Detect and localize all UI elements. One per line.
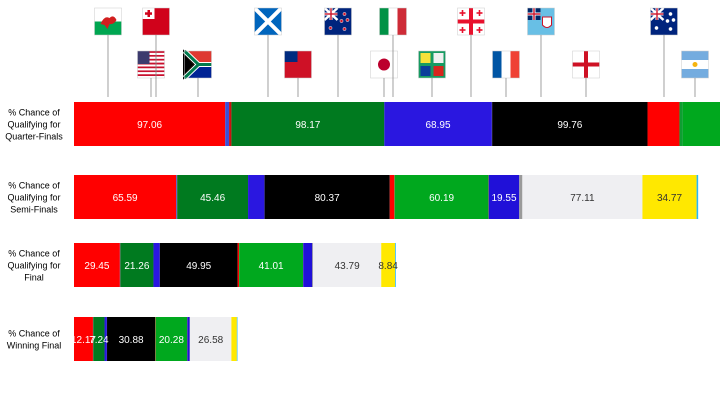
georgia-flag-icon bbox=[458, 8, 485, 35]
samoa-flag-icon bbox=[285, 51, 312, 78]
japan-flag-icon bbox=[371, 51, 398, 78]
bar-scotland-row-2 bbox=[248, 175, 264, 219]
usa-flag-icon bbox=[138, 51, 165, 78]
data-label-south-africa-row-1: 98.17 bbox=[295, 120, 320, 131]
row-label-line: % Chance of bbox=[8, 249, 60, 259]
ireland-flag-icon bbox=[419, 51, 446, 78]
data-label-wales-row-2: 65.59 bbox=[113, 193, 138, 204]
wales-flag-icon bbox=[95, 8, 122, 35]
data-label-england-row-4: 26.58 bbox=[198, 335, 223, 346]
bar-usa-row-1 bbox=[225, 102, 229, 146]
bar-france-row-4 bbox=[187, 317, 189, 361]
data-label-wales-row-3: 29.45 bbox=[84, 261, 109, 272]
row-label-1: % Chance of Qualifying for Quarter-Finals bbox=[5, 108, 63, 142]
data-label-south-africa-row-2: 45.46 bbox=[200, 193, 225, 204]
bar-argentina-row-4 bbox=[237, 317, 238, 361]
argentina-flag-icon bbox=[682, 51, 709, 78]
bar-rows: 97.0698.1768.9599.7698.6080.8099.6287.10… bbox=[71, 102, 720, 361]
bar-row-3: 29.45 21.26 49.95 41.01 43.79 8.84 bbox=[74, 243, 398, 287]
data-label-new-zealand-row-3: 49.95 bbox=[186, 261, 211, 272]
row-label-line: Final bbox=[24, 273, 44, 283]
row-label-line: Qualifying for bbox=[7, 120, 60, 130]
data-label-ireland-row-4: 20.28 bbox=[159, 335, 184, 346]
bar-fiji-row-2 bbox=[519, 175, 522, 219]
england-flag-icon bbox=[573, 51, 600, 78]
row-label-line: % Chance of bbox=[8, 108, 60, 118]
data-label-ireland-row-3: 41.01 bbox=[259, 261, 284, 272]
row-label-4: % Chance of Winning Final bbox=[7, 329, 62, 351]
data-label-new-zealand-row-4: 30.88 bbox=[119, 335, 144, 346]
data-label-new-zealand-row-1: 99.76 bbox=[557, 120, 582, 131]
row-label-line: Semi-Finals bbox=[10, 205, 58, 215]
tonga-flag-icon bbox=[143, 8, 170, 35]
data-label-england-row-3: 43.79 bbox=[335, 261, 360, 272]
row-label-line: Qualifying for bbox=[7, 193, 60, 203]
bar-fiji-row-3 bbox=[312, 243, 313, 287]
row-label-3: % Chance of Qualifying for Final bbox=[7, 249, 60, 283]
data-label-england-row-2: 77.11 bbox=[570, 193, 595, 204]
bar-tonga-row-1 bbox=[229, 102, 231, 146]
data-label-scotland-row-1: 68.95 bbox=[425, 120, 450, 131]
france-flag-icon bbox=[493, 51, 520, 78]
new-zealand-flag-icon bbox=[325, 8, 352, 35]
data-label-wales-row-1: 97.06 bbox=[137, 120, 162, 131]
bar-japan-row-2 bbox=[390, 175, 395, 219]
row-label-line: Qualifying for bbox=[7, 261, 60, 271]
south-africa-flag-icon bbox=[185, 51, 212, 78]
fiji-flag-icon bbox=[528, 8, 555, 35]
data-label-south-africa-row-4: 7.24 bbox=[89, 335, 109, 346]
bar-france-row-3 bbox=[303, 243, 312, 287]
bar-japan-row-1 bbox=[648, 102, 680, 146]
row-label-line: % Chance of bbox=[8, 181, 60, 191]
australia-flag-icon bbox=[651, 8, 678, 35]
bar-japan-row-3 bbox=[238, 243, 239, 287]
data-label-australia-row-2: 34.77 bbox=[657, 193, 682, 204]
flag-legend bbox=[95, 8, 709, 78]
data-label-new-zealand-row-2: 80.37 bbox=[315, 193, 340, 204]
row-label-2: % Chance of Qualifying for Semi-Finals bbox=[7, 181, 60, 215]
italy-flag-icon bbox=[380, 8, 407, 35]
bar-australia-row-4 bbox=[231, 317, 236, 361]
scotland-flag-icon bbox=[255, 8, 282, 35]
data-label-south-africa-row-3: 21.26 bbox=[124, 261, 149, 272]
row-label-line: % Chance of bbox=[8, 329, 60, 339]
data-label-australia-row-3: 8.84 bbox=[378, 261, 398, 272]
bar-argentina-row-2 bbox=[697, 175, 699, 219]
data-label-ireland-row-2: 60.19 bbox=[429, 193, 454, 204]
bar-ireland-row-1 bbox=[683, 102, 720, 146]
bar-usa-row-2 bbox=[176, 175, 177, 219]
bar-scotland-row-3 bbox=[153, 243, 159, 287]
bar-italy-row-1 bbox=[679, 102, 682, 146]
row-label-line: Quarter-Finals bbox=[5, 132, 63, 142]
row-label-line: Winning Final bbox=[7, 341, 62, 351]
row-labels: % Chance of Qualifying for Quarter-Finals%… bbox=[5, 108, 63, 351]
data-label-france-row-2: 19.55 bbox=[491, 193, 516, 204]
bar-row-2: 65.59 45.46 80.37 60.19 19.55 77.11 34.77 bbox=[74, 175, 698, 219]
